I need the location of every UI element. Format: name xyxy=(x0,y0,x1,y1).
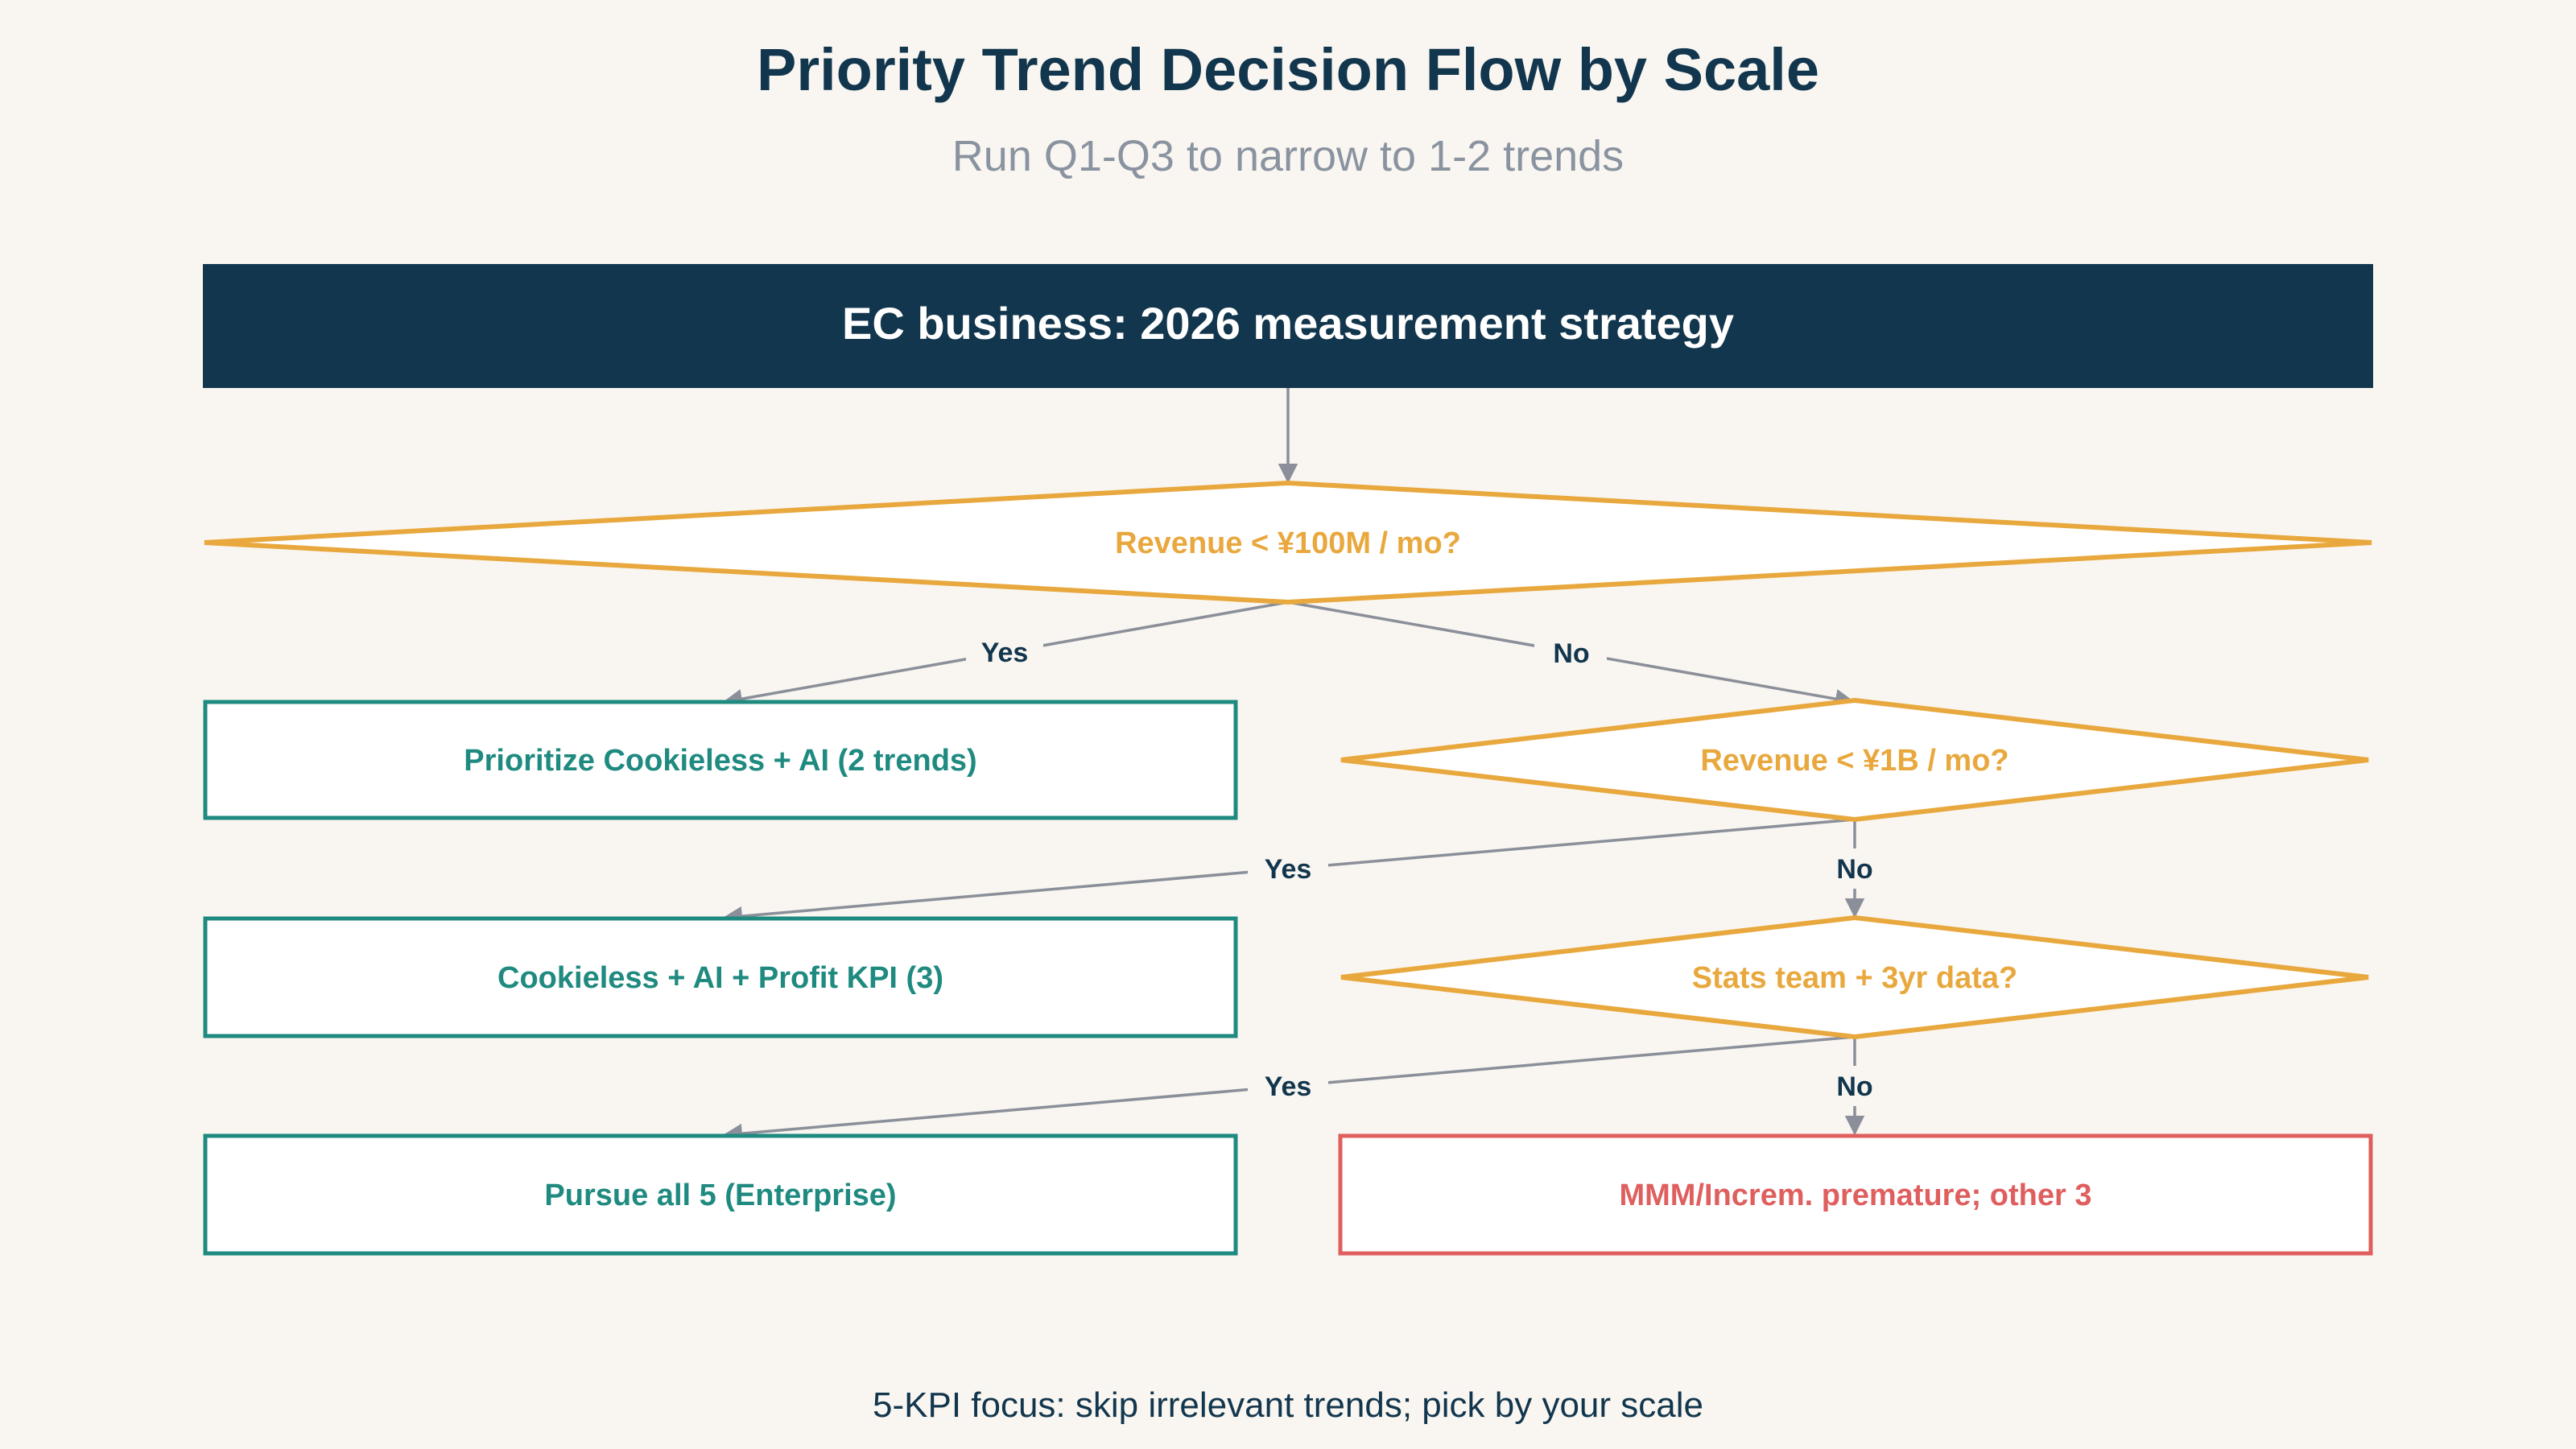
result-r1: Prioritize Cookieless + AI (2 trends) xyxy=(203,700,1238,820)
footer-note: 5-KPI focus: skip irrelevant trends; pic… xyxy=(873,1385,1703,1425)
result-r2-label: Cookieless + AI + Profit KPI (3) xyxy=(497,961,943,995)
decision-q2: Revenue < ¥1B / mo? xyxy=(1340,697,2369,823)
edge-labels: Yes No Yes No Yes No xyxy=(966,631,1892,1106)
result-r3-label: Pursue all 5 (Enterprise) xyxy=(544,1179,896,1212)
result-r3: Pursue all 5 (Enterprise) xyxy=(203,1133,1238,1256)
edge-label-q2-no: No xyxy=(1836,854,1872,885)
edge-label-q2-yes: Yes xyxy=(1265,854,1312,885)
edge-label-q1-yes: Yes xyxy=(981,638,1029,668)
decision-q1: Revenue < ¥100M / mo? xyxy=(204,480,2372,605)
result-r4-label: MMM/Increm. premature; other 3 xyxy=(1620,1179,2092,1212)
start-node-label: EC business: 2026 measurement strategy xyxy=(842,298,1734,349)
start-node: EC business: 2026 measurement strategy xyxy=(203,264,2373,388)
decision-q2-label: Revenue < ¥1B / mo? xyxy=(1700,744,2008,778)
result-r2: Cookieless + AI + Profit KPI (3) xyxy=(203,916,1238,1038)
edge-label-q1-no: No xyxy=(1553,638,1589,669)
edge-label-q3-no: No xyxy=(1836,1071,1872,1102)
decision-q1-label: Revenue < ¥100M / mo? xyxy=(1115,526,1461,560)
decision-q3-label: Stats team + 3yr data? xyxy=(1692,961,2017,995)
result-r4: MMM/Increm. premature; other 3 xyxy=(1338,1133,2373,1256)
decision-q3: Stats team + 3yr data? xyxy=(1340,914,2369,1040)
result-r1-label: Prioritize Cookieless + AI (2 trends) xyxy=(464,744,976,778)
diagram-subtitle: Run Q1-Q3 to narrow to 1-2 trends xyxy=(952,132,1624,180)
diagram-title: Priority Trend Decision Flow by Scale xyxy=(757,36,1819,103)
edge-label-q3-yes: Yes xyxy=(1265,1071,1312,1102)
